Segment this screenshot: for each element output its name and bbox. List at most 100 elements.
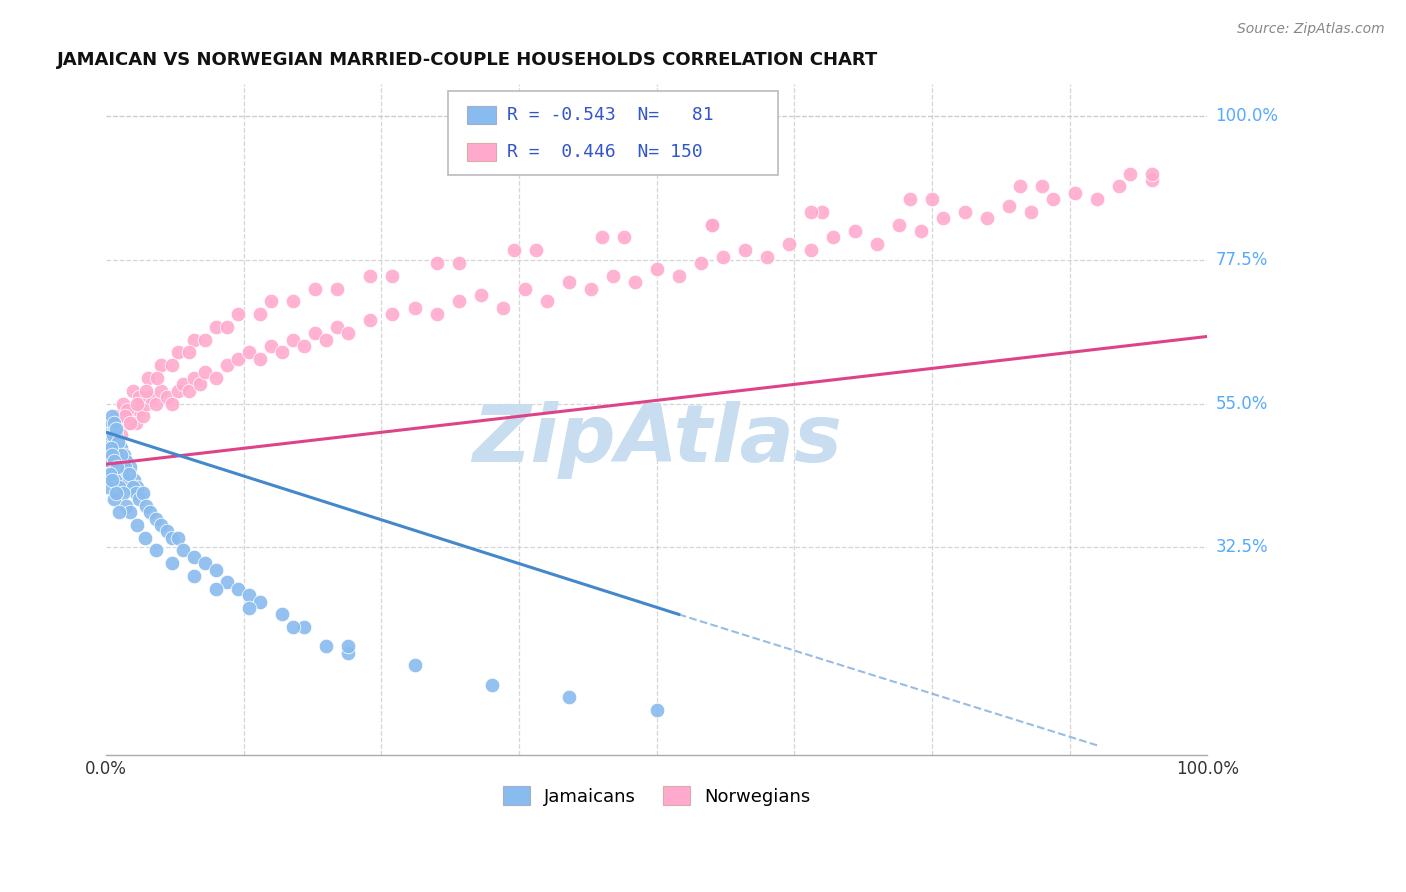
Point [101,428,124,442]
Point [249,307,271,321]
Point [150,517,173,532]
Point [1108,179,1130,194]
Point [1085,192,1108,206]
Point [689,256,711,270]
Point [111,403,134,417]
Point [105,422,128,436]
Point [100,416,122,430]
Point [326,281,349,295]
FancyBboxPatch shape [467,144,496,161]
Point [105,486,128,500]
Point [271,345,294,359]
Point [105,409,128,424]
Point [1031,179,1053,194]
Point [866,236,889,251]
Point [166,531,188,545]
Point [1064,186,1087,200]
Point [145,511,167,525]
Point [125,416,148,430]
Point [1008,179,1031,194]
Point [183,371,205,385]
Point [98,422,121,436]
Point [120,505,142,519]
Point [110,448,132,462]
Point [114,409,136,424]
Point [326,319,349,334]
Point [194,365,217,379]
Point [114,460,136,475]
Point [117,467,139,481]
Point [101,422,124,436]
Point [118,467,141,481]
Point [183,569,205,583]
Point [139,390,162,404]
Point [910,224,932,238]
Point [108,454,131,468]
Point [645,262,668,277]
Point [1140,167,1163,181]
Point [115,454,138,468]
Point [755,250,778,264]
Point [283,333,305,347]
Point [898,192,921,206]
Point [177,345,200,359]
Point [359,313,381,327]
Point [118,403,141,417]
Point [131,409,153,424]
Text: Source: ZipAtlas.com: Source: ZipAtlas.com [1237,22,1385,37]
Point [315,333,337,347]
Point [183,333,205,347]
Point [104,442,127,456]
Point [177,384,200,398]
Point [107,434,129,449]
Text: R =  0.446  N= 150: R = 0.446 N= 150 [508,143,703,161]
Point [105,442,128,456]
Point [304,281,326,295]
Point [166,384,188,398]
Point [108,480,131,494]
Point [800,205,823,219]
Point [953,205,976,219]
Point [100,428,122,442]
Point [105,460,128,475]
Point [112,448,135,462]
Point [205,582,228,596]
Point [668,268,690,283]
Point [381,268,404,283]
Point [100,448,122,462]
Point [111,486,134,500]
Point [121,409,143,424]
Point [162,396,184,410]
Point [111,460,134,475]
Point [536,294,558,309]
Point [404,658,426,673]
Point [172,377,194,392]
FancyBboxPatch shape [467,106,496,124]
Point [111,467,134,481]
Point [711,250,734,264]
Point [778,236,800,251]
Legend: Jamaicans, Norwegians: Jamaicans, Norwegians [495,780,818,813]
Point [114,409,136,424]
Point [128,390,150,404]
Point [121,384,143,398]
Text: 55.0%: 55.0% [1216,394,1268,412]
Point [315,640,337,654]
Point [249,351,271,366]
Point [205,563,228,577]
Point [108,409,131,424]
Point [125,486,148,500]
Point [145,396,167,410]
Point [97,434,120,449]
Point [1042,192,1064,206]
Point [103,428,125,442]
Point [125,517,148,532]
Point [105,422,128,436]
Point [125,480,148,494]
Point [205,319,228,334]
Point [932,211,955,226]
Point [110,416,132,430]
Point [162,531,184,545]
Point [100,473,122,487]
Point [524,244,547,258]
